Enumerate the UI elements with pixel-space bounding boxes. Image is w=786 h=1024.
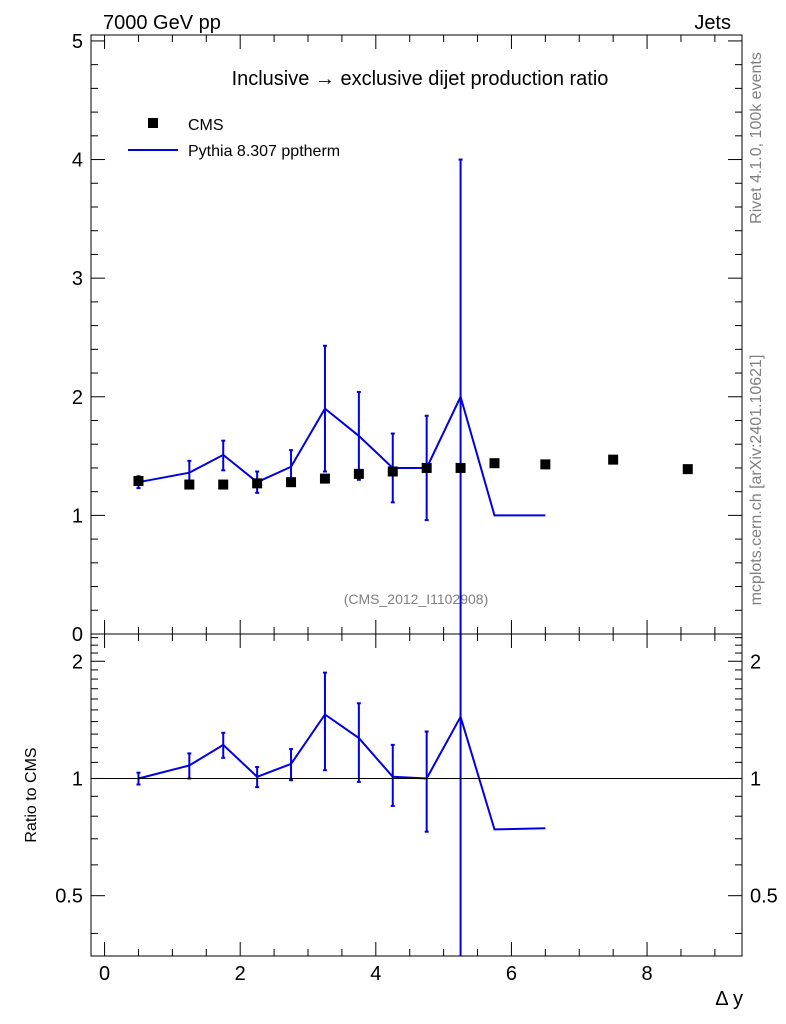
- ratio-marks: [136, 634, 546, 956]
- analysis-watermark: (CMS_2012_I1102908): [344, 591, 489, 607]
- rivet-label: Rivet 4.1.0, 100k events: [748, 52, 765, 224]
- cms-point: [387, 466, 398, 477]
- legend-marker-cms: [148, 118, 158, 128]
- ratio-y-tick-label-right: 1: [750, 768, 761, 790]
- header-right: Jets: [694, 12, 731, 34]
- cms-point: [608, 454, 619, 465]
- x-tick-label: 2: [235, 963, 246, 985]
- ratio-y-tick-label-left: 0.5: [55, 886, 83, 908]
- ratio-y-tick-label-right: 0.5: [750, 886, 778, 908]
- x-tick-label: 4: [370, 963, 381, 985]
- cms-point: [421, 462, 432, 473]
- x-tick-label: 8: [642, 963, 653, 985]
- x-tick-label: 6: [506, 963, 517, 985]
- ratio-frame: [90, 633, 743, 957]
- cms-point: [252, 478, 263, 489]
- cms-point: [319, 473, 330, 484]
- cms-point: [455, 462, 466, 473]
- main-y-tick-label: 1: [72, 505, 83, 527]
- main-marks: [133, 158, 693, 634]
- main-y-tick-label: 2: [72, 387, 83, 409]
- main-y-tick-label: 4: [72, 150, 83, 172]
- ratio-line: [138, 713, 546, 831]
- main-axes: 0 1 2 3 4 5: [72, 31, 742, 646]
- mcplots-label: mcplots.cern.ch [arXiv:2401.10621]: [748, 355, 765, 606]
- ratio-y-tick-label-right: 2: [750, 651, 761, 673]
- cms-point: [218, 479, 229, 490]
- cms-point: [489, 458, 500, 469]
- ratio-panel: Ratio to CMS Δ y 0.5 0.5 1 1 2 2 0 2 4 6 8: [23, 634, 778, 1010]
- main-title: Inclusive → exclusive dijet production r…: [232, 68, 609, 90]
- cms-point: [540, 459, 551, 470]
- x-axis-label: Δ y: [715, 988, 743, 1010]
- cms-point: [682, 464, 693, 475]
- main-y-tick-label: 5: [72, 31, 83, 53]
- ratio-axes: 0.5 0.5 1 1 2 2 0 2 4 6 8: [55, 634, 778, 985]
- legend-label-pythia: Pythia 8.307 pptherm: [188, 143, 340, 160]
- main-panel: Inclusive → exclusive dijet production r…: [72, 31, 742, 646]
- ratio-y-tick-label-left: 1: [72, 768, 83, 790]
- main-y-tick-label: 0: [72, 624, 83, 646]
- ratio-ylabel: Ratio to CMS: [23, 747, 40, 842]
- pythia-line: [138, 393, 546, 517]
- legend: CMS Pythia 8.307 pptherm: [128, 117, 340, 160]
- x-tick-label: 0: [99, 963, 110, 985]
- ratio-y-tick-label-left: 2: [72, 651, 83, 673]
- cms-point: [133, 475, 144, 486]
- cms-point: [353, 468, 364, 479]
- cms-point: [286, 477, 297, 488]
- header-left: 7000 GeV pp: [103, 12, 221, 34]
- cms-point: [184, 479, 195, 490]
- main-y-tick-label: 3: [72, 268, 83, 290]
- legend-label-cms: CMS: [188, 117, 224, 134]
